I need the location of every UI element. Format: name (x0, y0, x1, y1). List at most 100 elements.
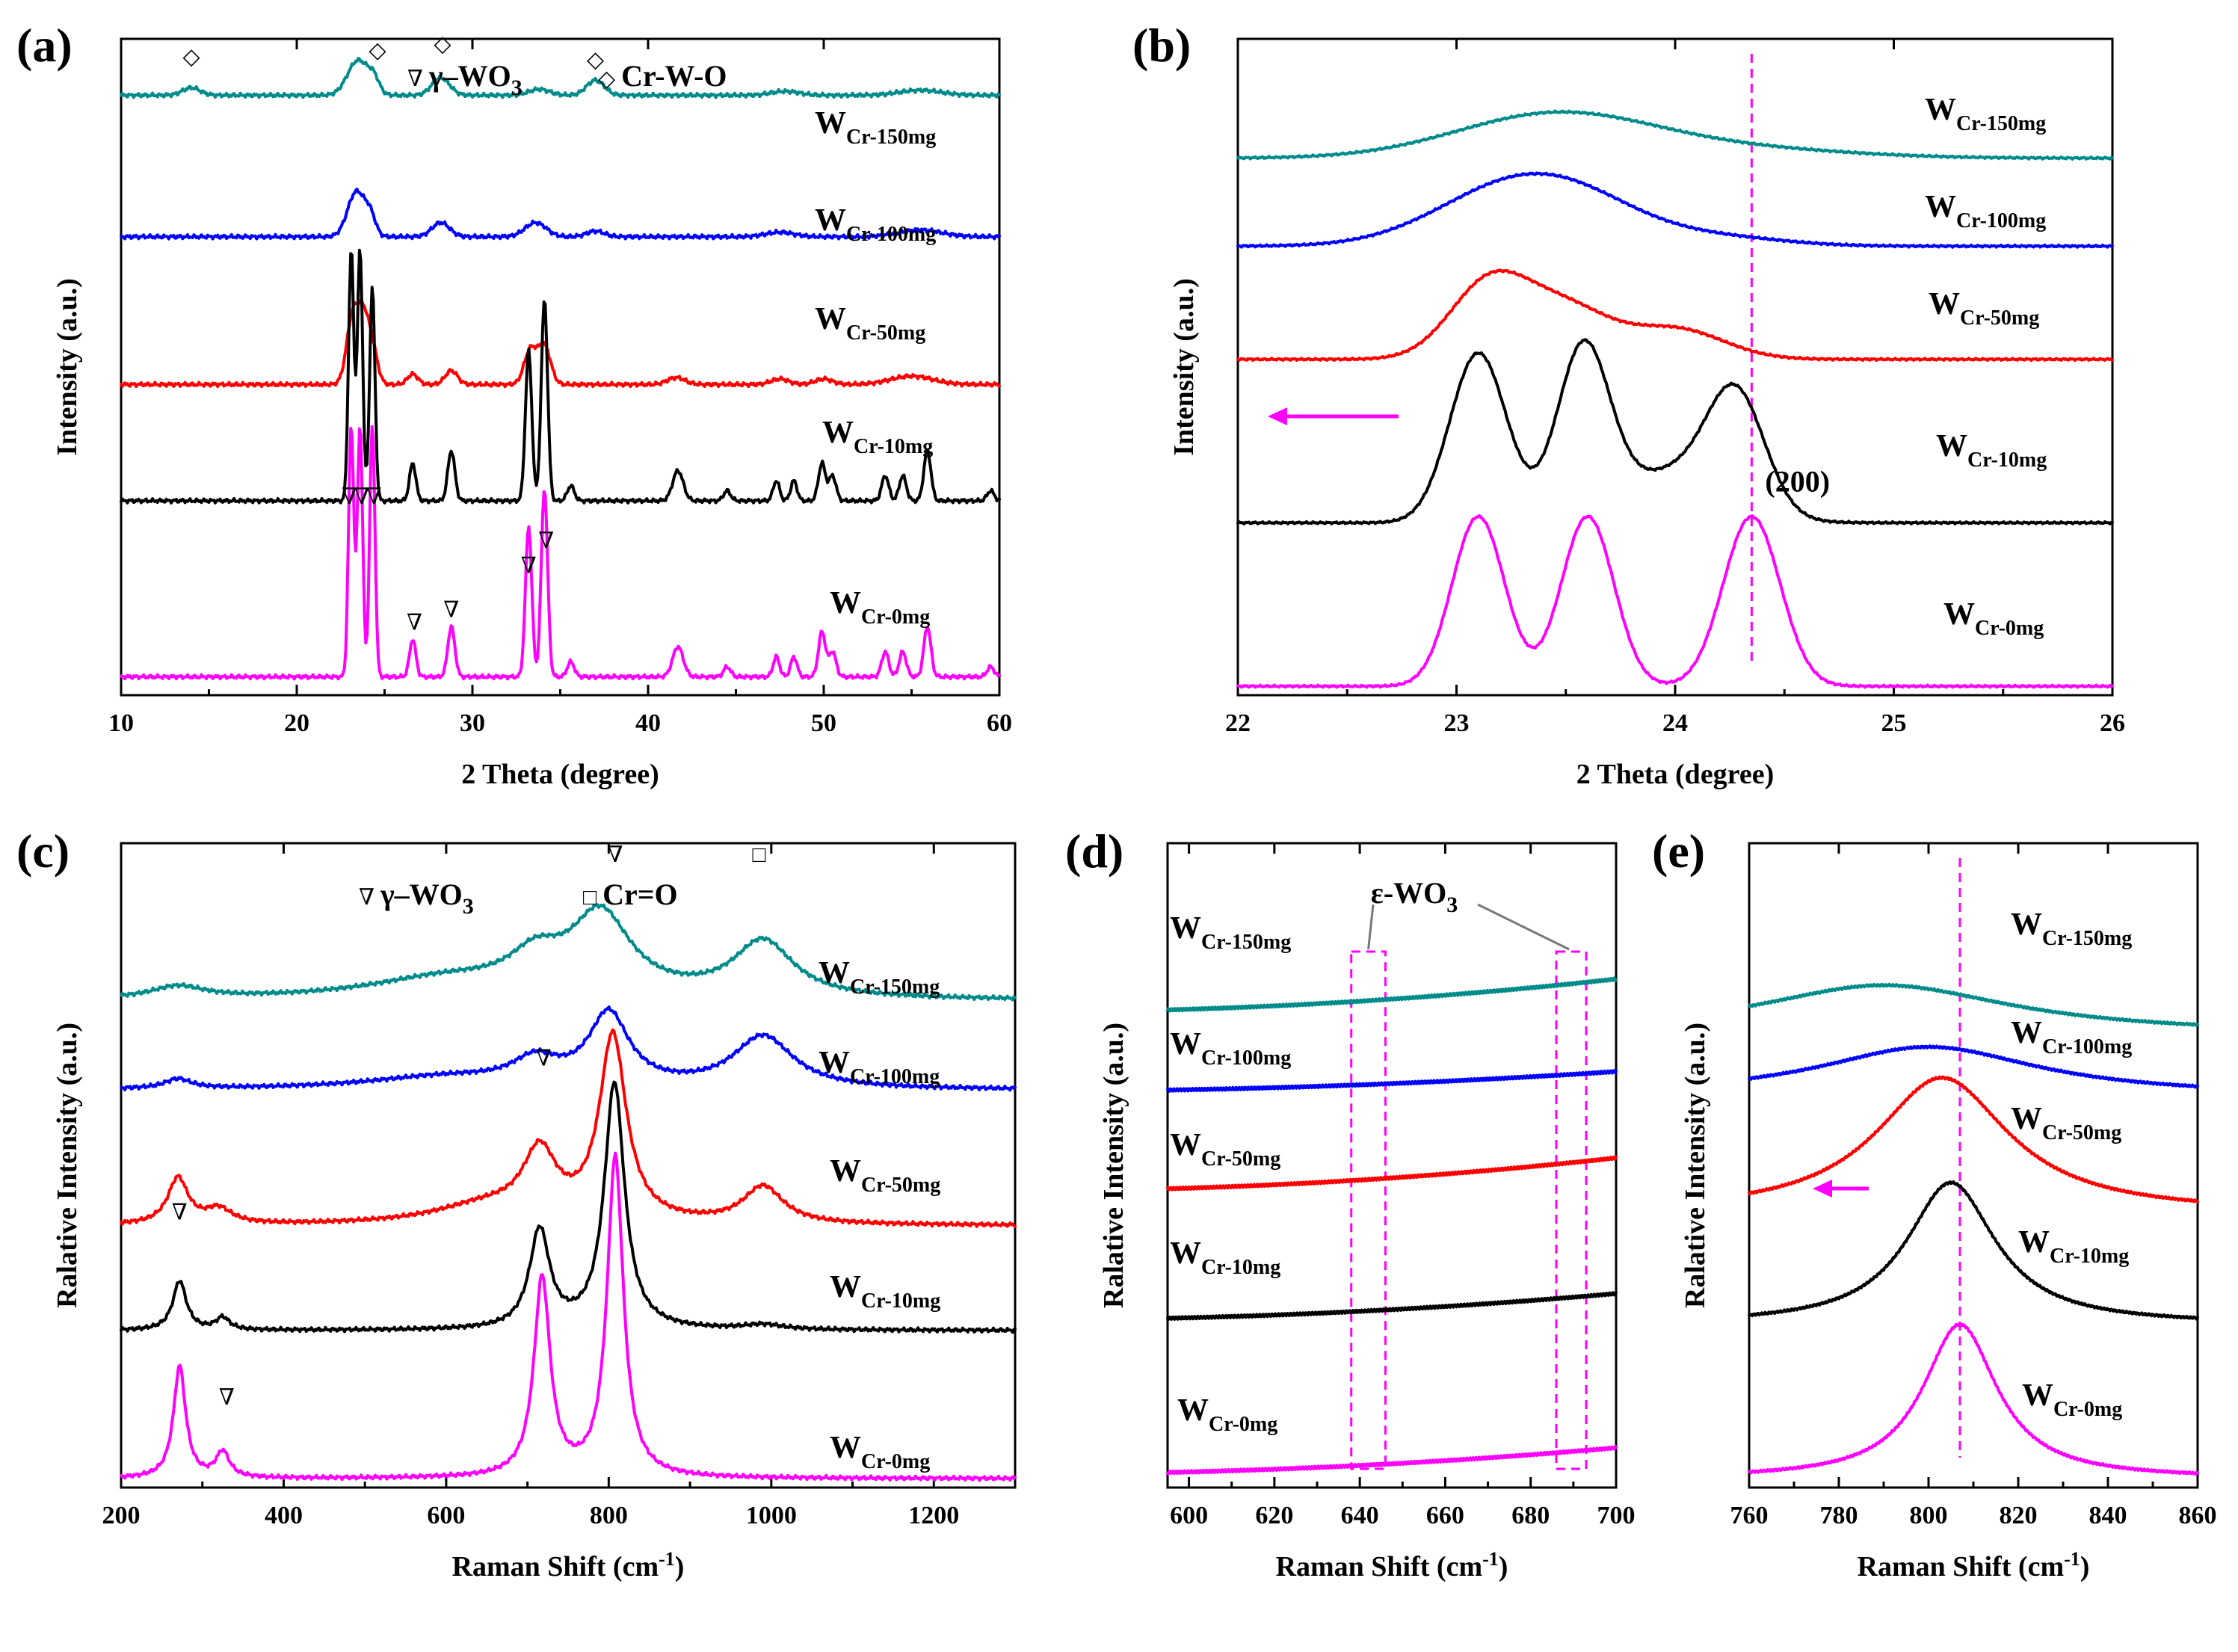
series-line-cr-10mg (1236, 338, 2114, 526)
panel-a: (a) 10 20 30 40 50 60 2 Theta (degree) Intensity… (16, 19, 1012, 790)
series-label-sub: Cr-150mg (850, 976, 940, 999)
series-line-cr-10mg (120, 248, 1001, 505)
x-axis-title-end: ) (2080, 1551, 2090, 1582)
series-label-sub: Cr-0mg (1975, 617, 2044, 640)
series-label-sub: Cr-100mg (850, 1065, 940, 1088)
x-axis-title-sup: -1 (1482, 1548, 1499, 1570)
series-label: WCr-50mg (830, 1154, 940, 1197)
x-axis-title-text: 2 Theta (degree) (461, 759, 659, 790)
legend-text: γ–WO (380, 878, 463, 911)
peak-marker: ◇ (369, 38, 386, 63)
series-label-main: W (830, 1431, 861, 1465)
x-tick-label: 400 (265, 1502, 303, 1529)
peak-marker: ∇ (407, 610, 422, 635)
series-line-cr-150mg (120, 903, 1017, 1002)
series-line-cr-0mg (1166, 1445, 1618, 1476)
series-label: WCr-50mg (1170, 1128, 1280, 1171)
series-label: WCr-100mg (819, 1046, 940, 1088)
x-axis-title-end: ) (675, 1551, 685, 1582)
series-line-cr-0mg (120, 1151, 1017, 1482)
series-label-main: W (1929, 287, 1960, 321)
legend-entry: ◇ Cr-W-O (598, 59, 727, 93)
series-label-sub: Cr-0mg (2053, 1398, 2122, 1421)
series-line-cr-100mg (1236, 171, 2114, 249)
series-line-cr-10mg (1166, 1291, 1618, 1321)
series-label-sub: Cr-50mg (2042, 1121, 2121, 1144)
series-label: WCr-10mg (2018, 1225, 2129, 1268)
series-line-cr-150mg (1236, 109, 2114, 161)
series-label-sub: Cr-50mg (846, 321, 925, 345)
panel-c: (c) 200 400 600 800 1000 1200 Raman Shift (cm-1… (16, 825, 1017, 1583)
x-tick-label: 840 (2089, 1502, 2127, 1529)
x-tick-label: 860 (2179, 1502, 2217, 1529)
x-tick-label: 22 (1225, 709, 1251, 737)
legend-text: Cr=O (602, 878, 678, 911)
peak-marker: ∇ (366, 484, 382, 509)
series-label-main: W (1925, 93, 1956, 127)
x-tick-label: 60 (987, 709, 1012, 737)
peak-annotation: (200) (1765, 464, 1830, 498)
series-label-main: W (2011, 907, 2042, 942)
x-tick-label: 640 (1341, 1502, 1379, 1529)
x-axis-title-sup: -1 (659, 1548, 675, 1570)
panel-label: (d) (1065, 825, 1123, 878)
legend-entry: ∇ γ–WO3 (359, 878, 474, 919)
peak-marker: ∇ (443, 597, 459, 622)
legend-entry: □ Cr=O (583, 878, 678, 911)
series-line-cr-0mg (1748, 1322, 2199, 1476)
peak-marker: □ (752, 842, 766, 867)
x-tick-label: 760 (1730, 1502, 1769, 1529)
series-label-sub: Cr-10mg (854, 435, 933, 458)
y-axis-title: Ralative Intensity (a.u.) (1098, 1023, 1129, 1308)
legend-symbol: ◇ (598, 67, 615, 91)
series-label: WCr-100mg (2011, 1016, 2132, 1058)
series-label: WCr-0mg (2022, 1378, 2122, 1421)
series-label: WCr-10mg (1170, 1236, 1280, 1279)
series-label-main: W (1925, 190, 1956, 224)
series-label: WCr-100mg (815, 203, 936, 246)
peak-marker: ◇ (434, 32, 451, 57)
series-label-main: W (1170, 1027, 1201, 1061)
x-tick-label: 40 (635, 709, 661, 737)
y-axis-title: Ralative Intensity (a.u.) (1680, 1023, 1711, 1308)
x-tick-label: 620 (1255, 1502, 1293, 1529)
series-label-sub: Cr-50mg (1201, 1147, 1280, 1171)
series-label-main: W (830, 586, 861, 620)
series-line-cr-100mg (120, 1005, 1017, 1092)
series-label-main: W (2011, 1016, 2042, 1050)
x-tick-label: 25 (1881, 709, 1907, 737)
series-label-main: W (2022, 1378, 2053, 1413)
x-tick-label: 10 (108, 709, 134, 737)
panel-label: (a) (16, 19, 73, 72)
series-line-cr-50mg (1166, 1155, 1618, 1192)
series-label-sub: Cr-100mg (2042, 1035, 2132, 1058)
series-label-sub: Cr-0mg (861, 1450, 930, 1473)
series-label: WCr-150mg (1925, 93, 2046, 135)
series-label: WCr-10mg (822, 416, 933, 458)
x-axis-title: Raman Shift (cm-1) (452, 1548, 685, 1583)
series-label: WCr-0mg (830, 1431, 930, 1473)
x-axis-title-text: 2 Theta (degree) (1576, 759, 1775, 790)
legend-text: Cr-W-O (621, 59, 727, 93)
legend-sub: 3 (511, 75, 522, 100)
series-label-main: W (830, 1270, 861, 1304)
series-label-sub: Cr-10mg (2050, 1245, 2129, 1268)
series-label-sub: Cr-0mg (1209, 1413, 1277, 1436)
annotation-pointer (1367, 904, 1375, 950)
series-label-sub: Cr-100mg (1956, 209, 2046, 232)
series-label: WCr-150mg (2011, 907, 2132, 950)
phase-annotation: ε-WO3 (1371, 876, 1458, 917)
x-tick-label: 1200 (908, 1502, 959, 1529)
series-label-main: W (2011, 1102, 2042, 1136)
y-axis-title: Intensity (a.u.) (1168, 278, 1200, 456)
peak-marker: ∇ (219, 1385, 235, 1410)
x-tick-label: 600 (427, 1502, 465, 1529)
x-tick-label: 1000 (746, 1502, 797, 1529)
y-axis-title: Ralative Intensity (a.u.) (52, 1023, 83, 1308)
series-line-cr-50mg (1236, 268, 2114, 363)
x-tick-label: 600 (1170, 1502, 1208, 1529)
series-label-main: W (1936, 429, 1967, 463)
x-axis-title: Raman Shift (cm-1) (1276, 1548, 1508, 1583)
series-label-main: W (1170, 1128, 1201, 1162)
